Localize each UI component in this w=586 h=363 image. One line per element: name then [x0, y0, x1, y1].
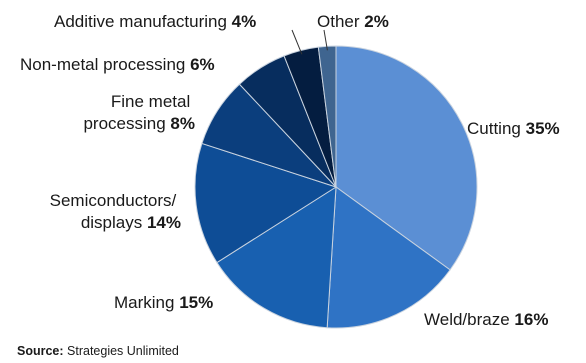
label-non-metal-processing: Non-metal processing 6%	[20, 55, 215, 74]
label-additive-manufacturing: Additive manufacturing 4%	[54, 12, 256, 31]
pie-slice-semiconductors-displays	[194, 142, 338, 264]
leader-additive-manufacturing	[291, 29, 303, 55]
label-marking: Marking 15%	[114, 293, 213, 312]
pie-slice-marking	[216, 186, 337, 329]
source-note: Source: Strategies Unlimited	[17, 344, 179, 358]
pie-slice-weld-braze	[326, 186, 451, 329]
label-other: Other 2%	[317, 12, 389, 31]
label-semiconductors-displays: Semiconductors/ displays 14%	[50, 191, 181, 232]
label-fine-metal-processing: Fine metal processing 8%	[83, 92, 195, 133]
leader-lines	[291, 29, 328, 55]
label-cutting: Cutting 35%	[467, 119, 560, 138]
leader-other	[323, 29, 328, 51]
pie-slices	[194, 45, 478, 329]
label-weld-braze: Weld/braze 16%	[424, 310, 548, 329]
pie-slice-cutting	[335, 45, 478, 271]
